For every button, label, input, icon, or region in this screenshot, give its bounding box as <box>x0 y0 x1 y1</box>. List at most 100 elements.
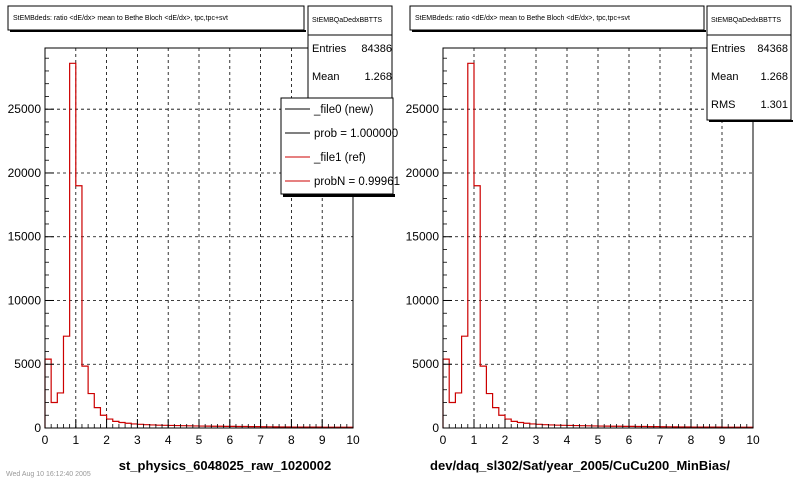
histogram-bin <box>443 359 449 428</box>
y-tick-label: 5000 <box>14 357 41 371</box>
y-tick-label: 15000 <box>406 230 440 244</box>
right-x-axis: 0 1 2 3 4 5 6 7 8 9 10 <box>440 419 760 447</box>
x-tick-label: 0 <box>42 433 49 447</box>
y-tick-label: 10000 <box>406 293 440 307</box>
legend-entry-ref: _file1 (ref) <box>313 152 366 164</box>
x-tick-label: 0 <box>440 433 447 447</box>
legend-entry-new: _file0 (new) <box>313 104 374 116</box>
histogram-bin <box>113 421 119 428</box>
x-tick-label: 4 <box>564 433 571 447</box>
histogram-bin <box>474 186 480 428</box>
histogram-bin <box>493 408 499 428</box>
right-plot-title: StEMBdeds: ratio <dE/dx> mean to Bethe B… <box>415 15 630 22</box>
right-plot-frame <box>443 48 753 428</box>
left-stats-mean-value: 1.268 <box>364 71 392 83</box>
right-stats-rms-value: 1.301 <box>760 99 788 111</box>
legend-entry-probn: probN = 0.99961 <box>314 176 400 188</box>
histogram-bin <box>100 415 106 428</box>
x-tick-label: 5 <box>196 433 203 447</box>
left-stats-entries-label: Entries <box>312 43 347 55</box>
y-tick-label: 0 <box>432 421 439 435</box>
histogram-bin <box>45 359 51 428</box>
x-tick-label: 4 <box>165 433 172 447</box>
histogram-bin <box>107 419 113 428</box>
histogram-bin <box>88 394 94 428</box>
left-x-axis: 0 1 2 3 4 5 6 7 8 9 10 <box>42 419 360 447</box>
histogram-bin <box>125 423 131 428</box>
right-panel: 0 1 2 3 4 5 6 7 8 9 10 0 5000 10000 15000 20000 25000 d… <box>406 5 793 473</box>
histogram-bin <box>511 421 517 428</box>
left-y-axis: 0 5000 10000 15000 20000 25000 <box>8 57 54 435</box>
histogram-bin <box>51 402 57 428</box>
x-tick-label: 3 <box>533 433 540 447</box>
legend: _file0 (new) prob = 1.000000 _file1 (ref… <box>280 97 400 197</box>
x-tick-label: 7 <box>657 433 664 447</box>
right-stats-box <box>706 5 792 121</box>
x-tick-label: 8 <box>688 433 695 447</box>
x-tick-label: 9 <box>319 433 326 447</box>
right-x-axis-title: dev/daq_sl302/Sat/year_2005/CuCu200_MinB… <box>430 458 730 473</box>
footer-timestamp: Wed Aug 10 16:12:40 2005 <box>6 471 91 478</box>
x-tick-label: 7 <box>257 433 264 447</box>
y-tick-label: 20000 <box>8 166 42 180</box>
x-tick-label: 1 <box>72 433 79 447</box>
y-tick-label: 20000 <box>406 166 440 180</box>
histogram-bin <box>505 419 511 428</box>
right-stats-mean-value: 1.268 <box>760 71 788 83</box>
y-tick-label: 15000 <box>8 230 42 244</box>
x-tick-label: 10 <box>746 433 760 447</box>
left-title-box <box>7 5 305 31</box>
left-stats-title: StEMBQaDedxBBTTS <box>312 17 382 24</box>
right-title-box <box>409 5 705 31</box>
histogram-bin <box>119 423 125 428</box>
histogram-bin <box>499 415 505 428</box>
histogram-bin <box>82 366 88 428</box>
histogram-bin <box>517 423 523 428</box>
right-stats-title: StEMBQaDedxBBTTS <box>711 17 781 24</box>
x-tick-label: 10 <box>346 433 360 447</box>
left-panel: 0 1 2 3 4 5 6 7 8 9 10 0 5000 10000 15000 20000 25000 s… <box>7 5 400 473</box>
right-grid <box>443 48 753 428</box>
histogram-bin <box>462 336 468 428</box>
histogram-bin <box>76 186 82 428</box>
left-x-axis-title: st_physics_6048025_raw_1020002 <box>119 458 332 473</box>
x-tick-label: 1 <box>471 433 478 447</box>
histogram-bin <box>70 63 76 428</box>
histogram-bin <box>455 393 461 428</box>
right-y-axis: 0 5000 10000 15000 20000 25000 <box>406 57 452 435</box>
histogram-bin <box>468 63 474 428</box>
x-tick-label: 9 <box>719 433 726 447</box>
y-tick-label: 10000 <box>8 293 42 307</box>
left-stats-mean-label: Mean <box>312 71 340 83</box>
histogram-bin <box>536 424 542 428</box>
y-tick-label: 0 <box>34 421 41 435</box>
legend-box <box>280 97 394 195</box>
x-tick-label: 2 <box>502 433 509 447</box>
histogram-bin <box>449 402 455 428</box>
x-tick-label: 6 <box>226 433 233 447</box>
legend-entry-prob: prob = 1.000000 <box>314 128 398 140</box>
x-tick-label: 8 <box>288 433 295 447</box>
histogram-bin <box>524 423 530 428</box>
y-tick-label: 25000 <box>8 102 42 116</box>
left-stats-entries-value: 84386 <box>361 43 392 55</box>
y-tick-label: 5000 <box>412 357 439 371</box>
x-tick-label: 2 <box>103 433 110 447</box>
right-stats-rms-label: RMS <box>711 99 735 111</box>
histogram-bin <box>486 394 492 428</box>
histogram-bin <box>480 366 486 428</box>
histogram-bin <box>63 336 69 428</box>
left-plot-title: StEMBdeds: ratio <dE/dx> mean to Bethe B… <box>13 15 228 22</box>
histogram-bin <box>94 408 100 428</box>
right-stats-mean-label: Mean <box>711 71 739 83</box>
y-tick-label: 25000 <box>406 102 440 116</box>
right-stats-entries-label: Entries <box>711 43 746 55</box>
x-tick-label: 5 <box>595 433 602 447</box>
histogram-bin <box>57 393 63 428</box>
histogram-bin <box>131 424 137 428</box>
right-stats-entries-value: 84368 <box>757 43 788 55</box>
histogram-bin <box>530 424 536 428</box>
x-tick-label: 6 <box>626 433 633 447</box>
x-tick-label: 3 <box>134 433 141 447</box>
